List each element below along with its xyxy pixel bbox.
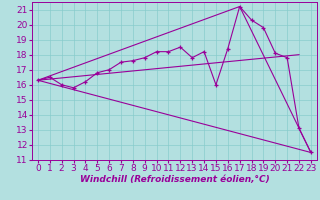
X-axis label: Windchill (Refroidissement éolien,°C): Windchill (Refroidissement éolien,°C) [80, 175, 269, 184]
